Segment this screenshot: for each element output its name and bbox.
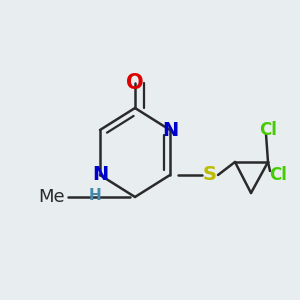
Text: N: N: [162, 121, 178, 140]
Text: N: N: [92, 166, 108, 184]
Text: Me: Me: [39, 188, 65, 206]
Text: O: O: [126, 73, 144, 93]
Text: H: H: [88, 188, 101, 202]
Text: Cl: Cl: [259, 121, 277, 139]
Text: Cl: Cl: [269, 166, 287, 184]
Text: S: S: [203, 166, 217, 184]
